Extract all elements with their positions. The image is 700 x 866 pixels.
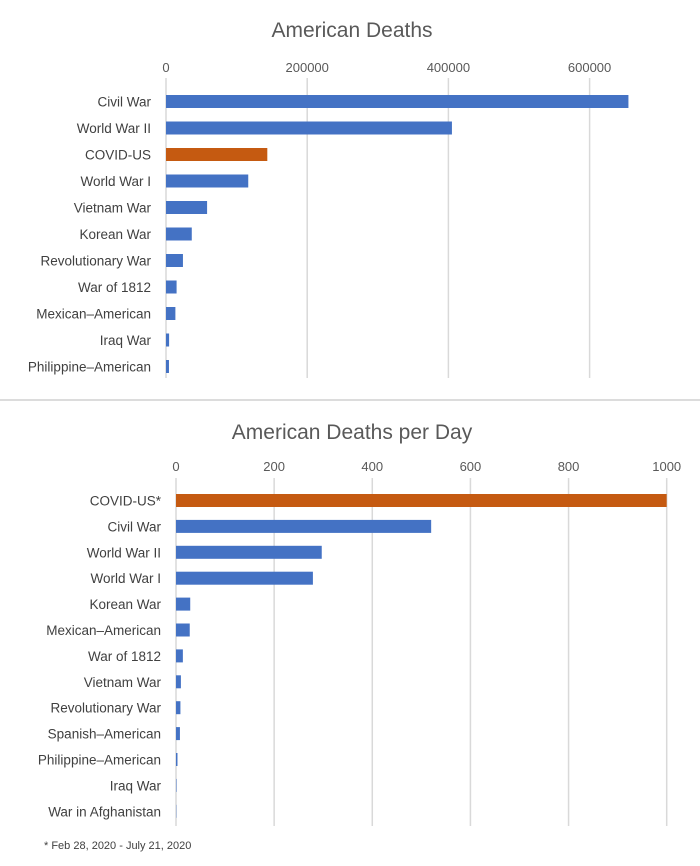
x-tick-label: 1000 (652, 459, 681, 474)
category-label: Revolutionary War (40, 254, 151, 269)
bar (176, 675, 181, 689)
bar (166, 307, 176, 320)
category-label: Civil War (98, 95, 152, 110)
chart-title: American Deaths per Day (232, 421, 473, 444)
category-label: Revolutionary War (50, 701, 161, 716)
category-label: War of 1812 (78, 280, 151, 295)
category-label: Philippine–American (38, 753, 161, 768)
bar (166, 280, 177, 294)
x-tick-label: 0 (172, 459, 179, 474)
category-label: World War I (80, 174, 151, 189)
category-label: Iraq War (110, 778, 162, 793)
bar (166, 174, 249, 188)
x-tick-label: 800 (558, 459, 580, 474)
x-tick-label: 200000 (286, 60, 329, 75)
bar (166, 121, 452, 135)
category-label: World War I (90, 571, 161, 586)
category-label: Spanish–American (48, 727, 161, 742)
bar (166, 360, 169, 373)
category-label: War in Afghanistan (48, 804, 161, 819)
chart-title: American Deaths (271, 19, 432, 42)
bar (166, 95, 629, 108)
bar (176, 649, 183, 663)
bar (176, 571, 313, 585)
bar (176, 623, 190, 637)
bar (176, 597, 191, 611)
bar (176, 727, 180, 741)
category-label: Civil War (108, 519, 162, 534)
bar (176, 701, 181, 715)
category-label: Vietnam War (74, 201, 152, 216)
category-label: World War II (77, 121, 151, 136)
category-label: Vietnam War (84, 675, 162, 690)
footnote: * Feb 28, 2020 - July 21, 2020 (44, 840, 191, 852)
bar (176, 545, 322, 559)
x-tick-label: 400000 (427, 60, 470, 75)
bar (166, 333, 170, 347)
category-label: Mexican–American (36, 307, 151, 322)
category-label: World War II (87, 545, 161, 560)
x-tick-label: 200 (263, 459, 285, 474)
category-label: Korean War (79, 227, 151, 242)
x-tick-label: 600 (460, 459, 482, 474)
category-label: War of 1812 (88, 649, 161, 664)
category-label: COVID-US* (90, 494, 162, 509)
category-label: Mexican–American (46, 623, 161, 638)
category-label: COVID-US (85, 148, 151, 163)
chart-american-deaths-per-day: American Deaths per Day * Feb 28, 2020 -… (38, 421, 681, 852)
x-tick-label: 400 (361, 459, 383, 474)
bar (166, 254, 183, 267)
bar (176, 519, 432, 533)
x-tick-label: 0 (162, 60, 169, 75)
category-label: Philippine–American (28, 360, 151, 375)
bar (166, 148, 268, 161)
chart-american-deaths: American Deaths 0 200000 400000 600000 Civil… (28, 19, 629, 378)
category-label: Iraq War (100, 333, 152, 348)
bar (176, 494, 667, 507)
x-tick-label: 600000 (568, 60, 611, 75)
bar (166, 227, 192, 241)
bar (166, 201, 208, 214)
bar (176, 753, 178, 766)
category-label: Korean War (89, 597, 161, 612)
